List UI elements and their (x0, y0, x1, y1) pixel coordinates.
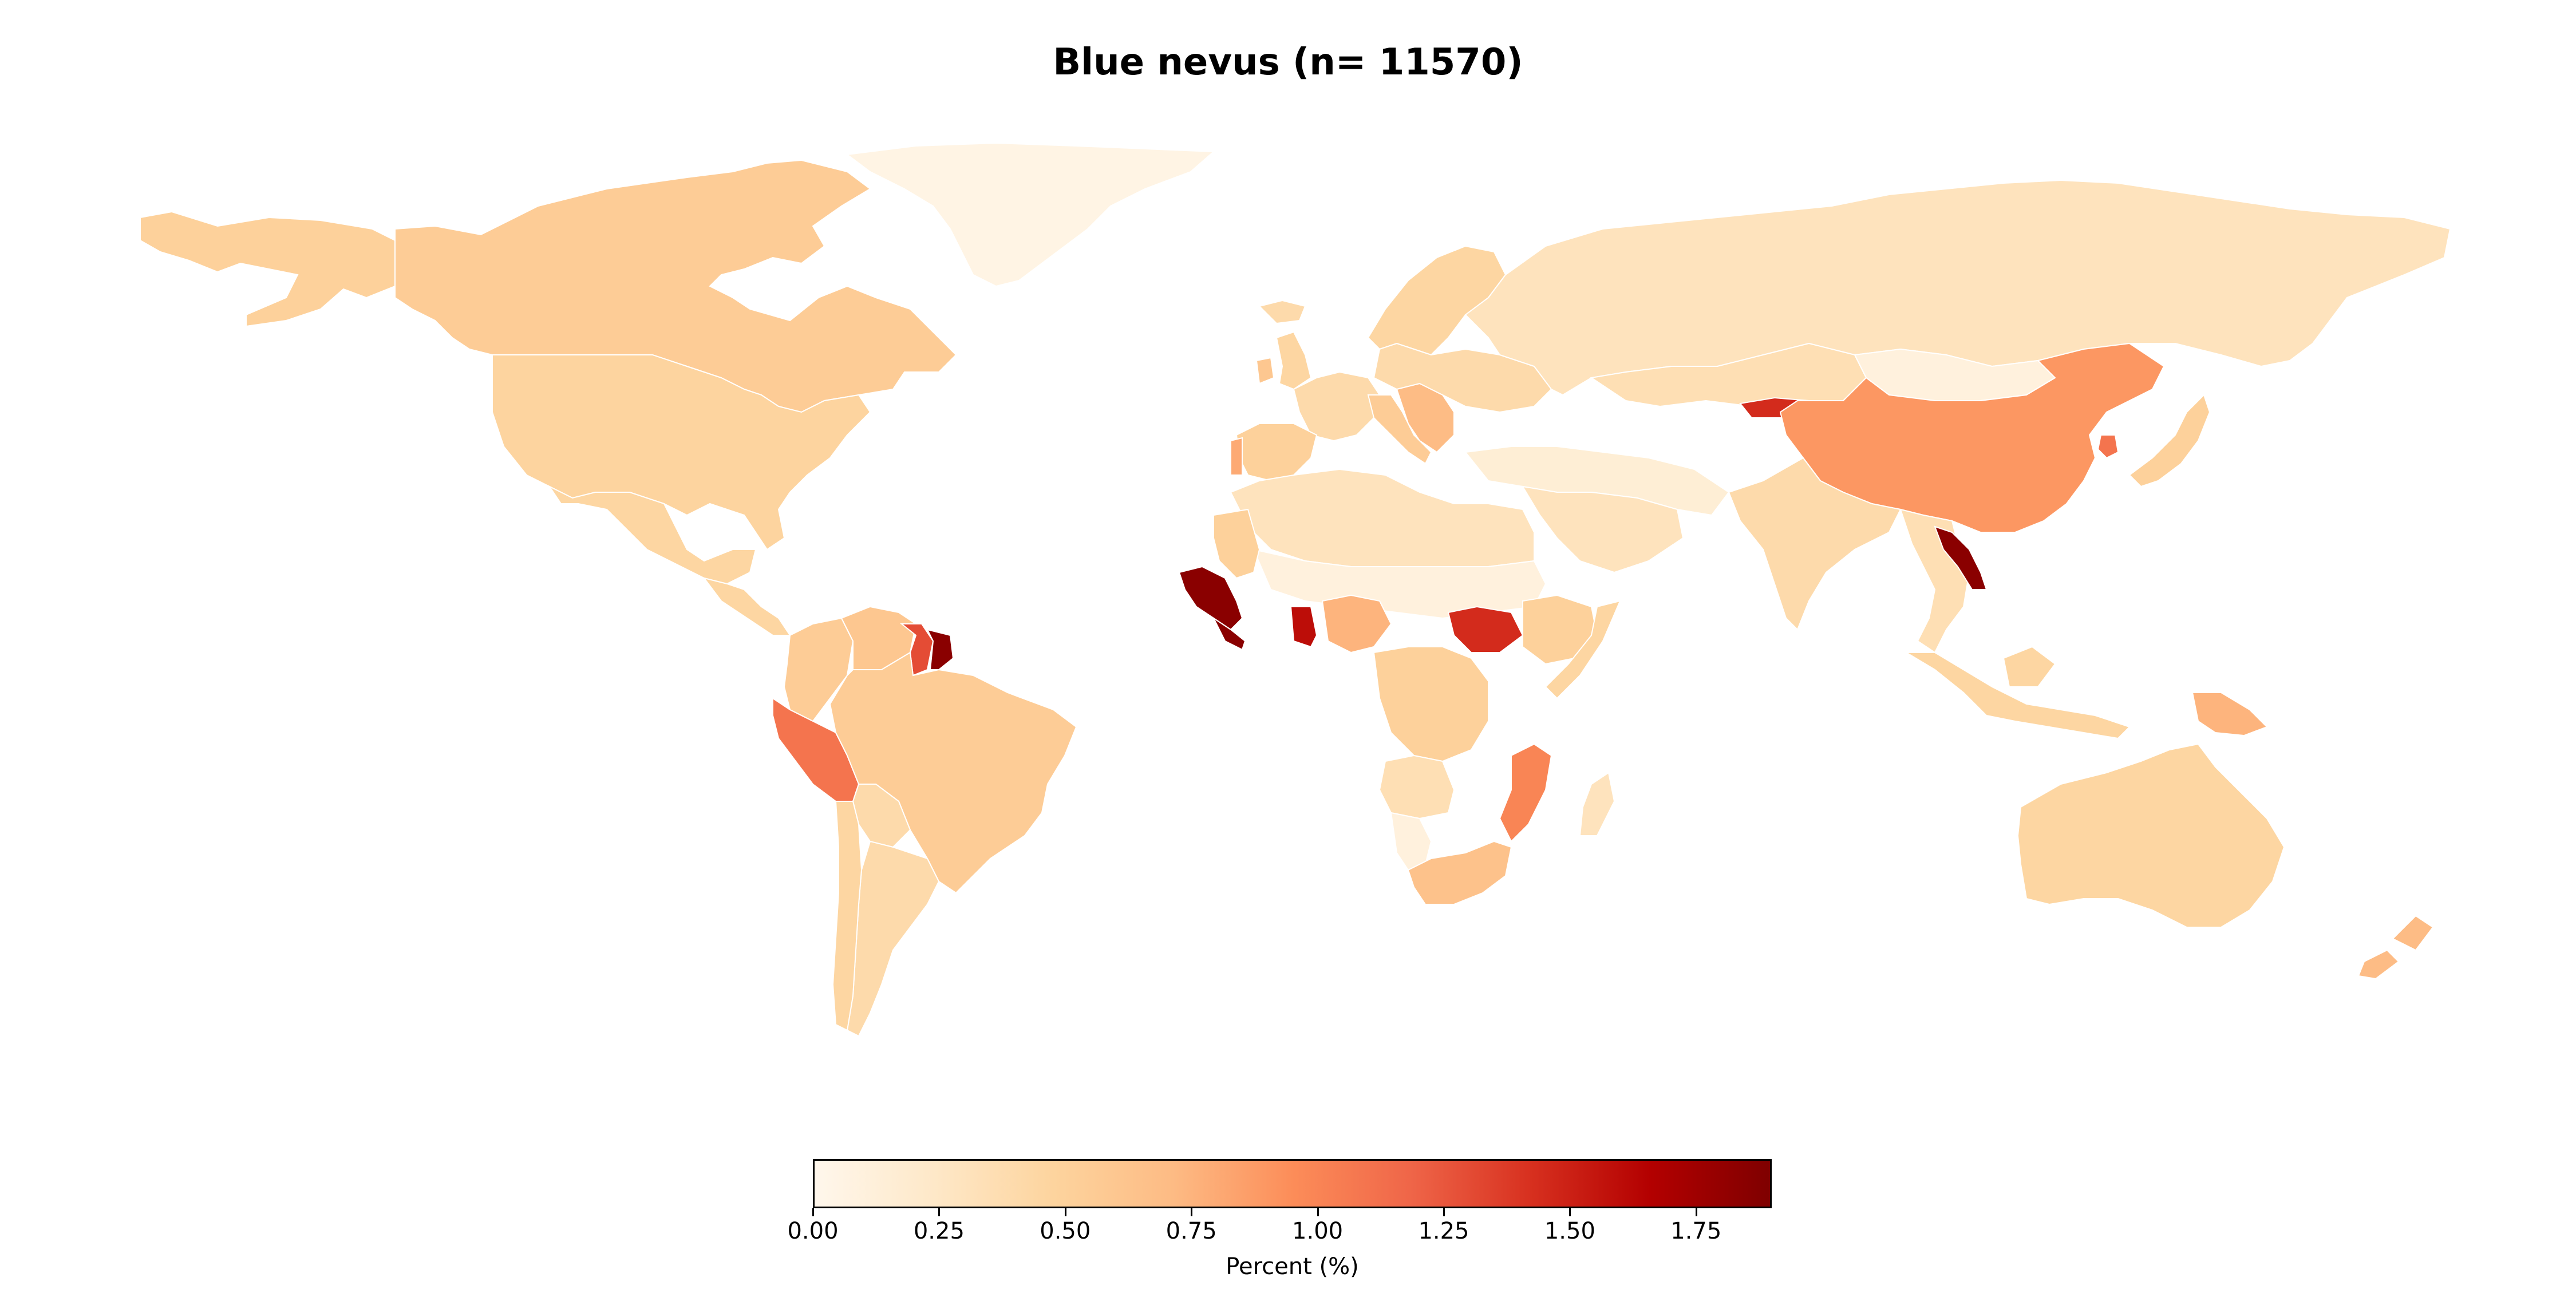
region-guinea (1178, 566, 1243, 631)
region-colombia (783, 617, 854, 722)
region-saudi-arabia (1522, 485, 1684, 574)
colorbar-tick-label: 1.25 (1418, 1218, 1469, 1244)
region-mexico (548, 485, 757, 585)
colorbar (813, 1159, 1772, 1208)
colorbar-tick-mark (938, 1208, 941, 1216)
region-indonesia (1904, 646, 2131, 739)
region-mozambique (1499, 743, 1552, 843)
colorbar-tick-label: 1.00 (1292, 1218, 1344, 1244)
region-south-korea (2097, 434, 2119, 459)
colorbar-tick-label: 0.75 (1165, 1218, 1217, 1244)
region-italy (1367, 394, 1432, 465)
region-sierra-leone (1212, 616, 1246, 651)
colorbar-tick-label: 0.50 (1040, 1218, 1091, 1244)
region-brazil (829, 651, 1077, 894)
region-somalia (1544, 600, 1621, 699)
colorbar-tick-mark (1569, 1208, 1571, 1216)
region-spain (1235, 423, 1318, 482)
region-laos (1934, 525, 1988, 590)
region-south-sudan (1447, 606, 1524, 653)
region-chile (832, 801, 863, 1031)
region-south-africa (1407, 840, 1512, 905)
colorbar-tick-mark (1695, 1208, 1697, 1216)
region-central-america (702, 577, 791, 636)
colorbar-tick-mark (1317, 1208, 1319, 1216)
region-iceland (1258, 299, 1306, 325)
region-southeast-asia (1899, 508, 1970, 654)
region-mauritania (1213, 508, 1261, 579)
region-madagascar (1579, 772, 1615, 836)
chart-title: Blue nevus (n= 11570) (1053, 41, 1523, 84)
colorbar-tick-mark (1064, 1208, 1066, 1216)
region-australia (2017, 743, 2285, 928)
region-japan (2128, 394, 2211, 488)
region-ghana (1290, 606, 1318, 648)
region-united-kingdom (1275, 331, 1312, 390)
colorbar-tick-mark (812, 1208, 814, 1216)
colorbar-tick-label: 0.25 (913, 1218, 965, 1244)
region-ireland (1255, 357, 1275, 385)
region-eastern-europe (1373, 342, 1552, 413)
colorbar-tick-label: 1.75 (1670, 1218, 1722, 1244)
region-greenland (846, 142, 1215, 287)
region-bolivia (852, 784, 911, 848)
region-papua-new-guinea (2191, 692, 2268, 737)
region-angola (1378, 754, 1455, 820)
region-dr-congo (1373, 646, 1489, 762)
region-india (1728, 457, 1902, 631)
region-north-africa (1230, 468, 1535, 567)
colorbar-tick-mark (1443, 1208, 1445, 1216)
region-alaska (140, 211, 396, 327)
region-new-zealand (2357, 915, 2434, 980)
colorbar-tick-label: 1.50 (1544, 1218, 1595, 1244)
region-guyana (900, 623, 934, 677)
region-nigeria (1321, 594, 1392, 654)
region-portugal (1230, 437, 1243, 476)
colorbar-label: Percent (%) (1226, 1253, 1359, 1280)
colorbar-tick-label: 0.00 (787, 1218, 839, 1244)
colorbar-tick-mark (1191, 1208, 1193, 1216)
